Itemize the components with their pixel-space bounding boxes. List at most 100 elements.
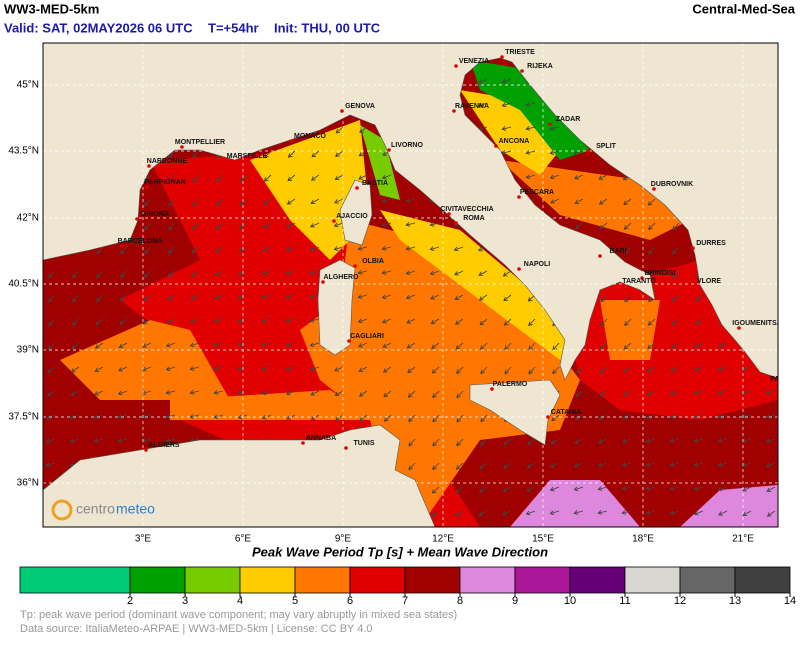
land bbox=[469, 379, 561, 446]
arrow bbox=[358, 390, 368, 397]
arrow bbox=[599, 342, 608, 350]
arrow bbox=[456, 390, 464, 399]
colorbar-swatch bbox=[624, 566, 681, 594]
city-dot bbox=[490, 387, 494, 391]
arrow bbox=[525, 510, 536, 516]
region-title: Central-Med-Sea bbox=[692, 1, 795, 16]
arrow bbox=[669, 414, 680, 420]
arrow bbox=[47, 366, 56, 374]
arrow bbox=[119, 318, 128, 325]
sea-zone bbox=[600, 300, 660, 360]
city-label: NARBONNE bbox=[147, 158, 188, 165]
lon-label: 6°E bbox=[235, 534, 252, 545]
lon-label: 12°E bbox=[432, 534, 454, 545]
arrow bbox=[456, 366, 464, 374]
arrow bbox=[144, 198, 152, 207]
lat-label: 45°N bbox=[17, 80, 39, 91]
arrow bbox=[406, 318, 416, 324]
city-label: ZADAR bbox=[556, 116, 581, 123]
city-dot bbox=[764, 382, 768, 386]
arrow bbox=[358, 150, 368, 157]
arrow bbox=[190, 270, 200, 277]
arrow bbox=[430, 294, 440, 300]
arrow bbox=[694, 318, 704, 325]
city-dot bbox=[452, 109, 456, 113]
land bbox=[339, 179, 373, 246]
arrow bbox=[648, 246, 656, 255]
arrow bbox=[525, 150, 536, 155]
arrow bbox=[408, 414, 416, 423]
city-dot bbox=[301, 441, 305, 445]
arrow bbox=[285, 246, 296, 252]
arrow bbox=[573, 486, 584, 492]
arrow bbox=[119, 294, 128, 302]
city-dot bbox=[347, 339, 351, 343]
arrow bbox=[120, 246, 128, 255]
arrow bbox=[165, 390, 176, 395]
city-dot bbox=[619, 284, 623, 288]
arrow bbox=[549, 510, 560, 516]
arrow bbox=[573, 510, 584, 515]
arrow bbox=[72, 270, 80, 279]
arrow bbox=[191, 222, 200, 230]
arrow bbox=[645, 438, 656, 444]
arrow bbox=[693, 414, 704, 419]
arrow bbox=[621, 510, 632, 515]
arrow bbox=[213, 318, 224, 324]
arrow bbox=[717, 414, 728, 419]
arrow bbox=[648, 222, 656, 231]
city-label: BASTIA bbox=[362, 180, 388, 187]
city-label: BARCELONA bbox=[118, 238, 163, 245]
arrow bbox=[453, 270, 464, 276]
arrow bbox=[741, 414, 752, 419]
arrow bbox=[310, 174, 320, 181]
sea-zone bbox=[170, 390, 380, 420]
arrow bbox=[189, 414, 200, 419]
arrow bbox=[405, 270, 416, 276]
arrow bbox=[550, 198, 560, 204]
arrow bbox=[456, 414, 464, 423]
arrow bbox=[574, 438, 584, 444]
arrow bbox=[72, 294, 80, 303]
arrow bbox=[432, 414, 440, 423]
arrow bbox=[381, 246, 392, 251]
arrow bbox=[117, 414, 128, 419]
arrow bbox=[215, 222, 224, 230]
arrow bbox=[669, 390, 680, 396]
arrow bbox=[333, 222, 344, 228]
arrow bbox=[693, 462, 704, 467]
arrow bbox=[672, 246, 680, 255]
city-dot bbox=[227, 159, 231, 163]
arrow bbox=[216, 174, 224, 183]
arrow bbox=[480, 366, 488, 375]
arrow bbox=[45, 462, 56, 468]
arrow bbox=[192, 174, 200, 183]
arrow bbox=[383, 414, 392, 422]
arrow bbox=[213, 366, 224, 371]
arrow bbox=[695, 294, 704, 302]
arrow bbox=[624, 246, 632, 255]
city-dot bbox=[691, 246, 695, 250]
valid-time: Valid: SAT, 02MAY2026 06 UTC bbox=[4, 20, 193, 35]
arrow bbox=[573, 174, 584, 180]
arrow bbox=[285, 366, 296, 372]
model-title: WW3-MED-5km bbox=[4, 1, 99, 16]
city-label: OLBIA bbox=[362, 258, 384, 265]
arrow bbox=[263, 198, 272, 206]
arrow bbox=[143, 270, 152, 278]
arrow bbox=[478, 294, 488, 301]
city-dot bbox=[120, 244, 124, 248]
arrow bbox=[504, 342, 512, 351]
arrow bbox=[96, 246, 104, 255]
arrow bbox=[597, 462, 608, 468]
city-label: TUNIS bbox=[354, 440, 375, 447]
city-label: GIRONA bbox=[141, 211, 169, 218]
city-dot bbox=[546, 415, 550, 419]
sea-zone bbox=[510, 480, 640, 527]
colorbar-tick-label: 2 bbox=[127, 595, 133, 607]
colorbar-tick-label: 14 bbox=[784, 595, 796, 607]
city-dot bbox=[147, 164, 151, 168]
city-label: DUBROVNIK bbox=[651, 181, 693, 188]
colorbar-title: Peak Wave Period Tp [s] + Mean Wave Dire… bbox=[252, 544, 548, 559]
arrow bbox=[429, 270, 440, 276]
